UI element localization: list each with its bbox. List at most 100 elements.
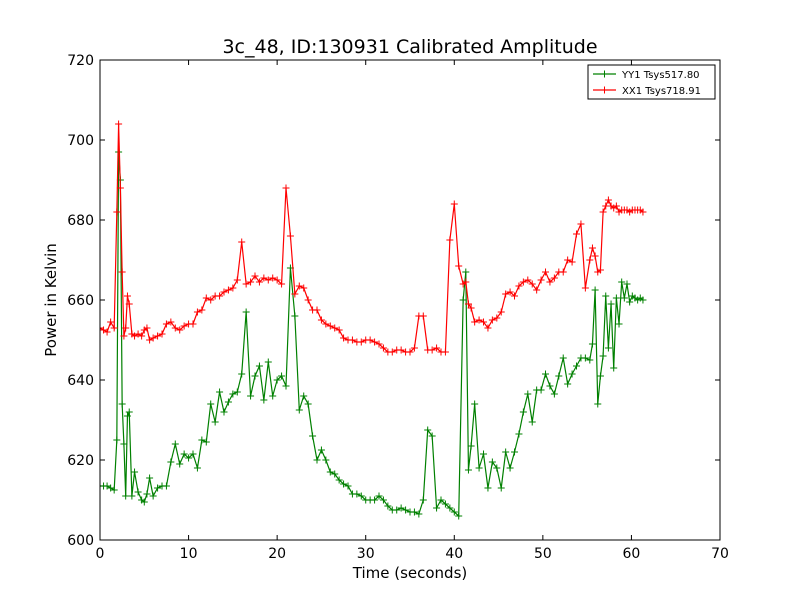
series-markers-0 xyxy=(100,148,647,520)
data-point xyxy=(100,326,108,334)
data-point xyxy=(357,492,365,500)
data-point xyxy=(546,278,554,286)
data-point xyxy=(255,362,263,370)
data-point xyxy=(162,320,170,328)
data-point xyxy=(291,312,299,320)
data-point xyxy=(120,440,128,448)
data-point xyxy=(550,274,558,282)
data-point xyxy=(623,280,631,288)
data-point xyxy=(171,440,179,448)
x-ticks: 0 10 20 30 40 50 60 70 xyxy=(96,60,729,562)
data-point xyxy=(455,262,463,270)
data-point xyxy=(255,278,263,286)
data-point xyxy=(162,482,170,490)
data-point xyxy=(260,396,268,404)
legend-marker xyxy=(601,70,608,78)
data-point xyxy=(488,458,496,466)
data-point xyxy=(229,284,237,292)
data-point xyxy=(410,508,418,516)
data-point xyxy=(176,460,184,468)
data-point xyxy=(251,372,259,380)
data-point xyxy=(322,320,330,328)
data-point xyxy=(158,330,166,338)
data-point xyxy=(480,450,488,458)
data-point xyxy=(519,278,527,286)
data-point xyxy=(317,446,325,454)
data-point xyxy=(542,268,550,276)
data-point xyxy=(568,370,576,378)
data-point xyxy=(134,488,142,496)
data-point xyxy=(506,288,514,296)
x-tick-label: 70 xyxy=(711,546,729,562)
data-point xyxy=(564,256,572,264)
data-point xyxy=(471,318,479,326)
data-point xyxy=(415,510,423,518)
data-point xyxy=(586,256,594,264)
data-point xyxy=(462,278,470,286)
data-point xyxy=(591,286,599,294)
data-point xyxy=(340,480,348,488)
data-point xyxy=(193,464,201,472)
data-point xyxy=(340,334,348,342)
data-point xyxy=(450,508,458,516)
data-point xyxy=(464,466,472,474)
data-point xyxy=(484,324,492,332)
data-point xyxy=(406,348,414,356)
data-point xyxy=(154,484,162,492)
data-point xyxy=(455,512,463,520)
series-markers-1 xyxy=(100,120,647,356)
data-point xyxy=(371,496,379,504)
data-point xyxy=(484,484,492,492)
data-point xyxy=(113,208,121,216)
data-point xyxy=(506,464,514,472)
data-point xyxy=(220,408,228,416)
data-point xyxy=(313,306,321,314)
data-point xyxy=(581,284,589,292)
data-point xyxy=(537,386,545,394)
data-point xyxy=(497,484,505,492)
y-tick-label: 700 xyxy=(67,133,94,149)
data-point xyxy=(511,292,519,300)
data-point xyxy=(233,276,241,284)
data-point xyxy=(493,464,501,472)
data-point xyxy=(542,370,550,378)
data-point xyxy=(304,400,312,408)
data-point xyxy=(588,340,596,348)
x-axis-label: Time (seconds) xyxy=(352,564,468,582)
data-point xyxy=(269,392,277,400)
data-point xyxy=(116,184,124,192)
data-point xyxy=(295,406,303,414)
data-point xyxy=(103,328,111,336)
data-point xyxy=(134,330,142,338)
data-point xyxy=(202,294,210,302)
data-point xyxy=(278,280,286,288)
data-point xyxy=(331,470,339,478)
y-tick-label: 640 xyxy=(67,373,94,389)
data-point xyxy=(198,436,206,444)
data-point xyxy=(123,412,131,420)
data-point xyxy=(100,324,104,332)
data-point xyxy=(107,318,115,326)
data-point xyxy=(211,418,219,426)
data-point xyxy=(122,492,130,500)
data-point xyxy=(618,278,626,286)
legend-label: XX1 Tsys718.91 xyxy=(622,86,701,97)
data-point xyxy=(546,382,554,390)
legend: YY1 Tsys517.80 XX1 Tsys718.91 xyxy=(587,64,716,100)
data-point xyxy=(488,316,496,324)
data-point xyxy=(122,324,130,332)
x-tick-label: 0 xyxy=(96,546,105,562)
data-point xyxy=(193,308,201,316)
data-point xyxy=(384,502,392,510)
data-point xyxy=(493,314,501,322)
data-point xyxy=(146,474,154,482)
data-point xyxy=(103,482,111,490)
data-point xyxy=(143,324,151,332)
data-point xyxy=(471,400,479,408)
data-point xyxy=(125,300,133,308)
data-point xyxy=(146,336,154,344)
data-point xyxy=(233,388,241,396)
y-tick-label: 620 xyxy=(67,453,94,469)
data-point xyxy=(573,362,581,370)
data-point xyxy=(568,258,576,266)
